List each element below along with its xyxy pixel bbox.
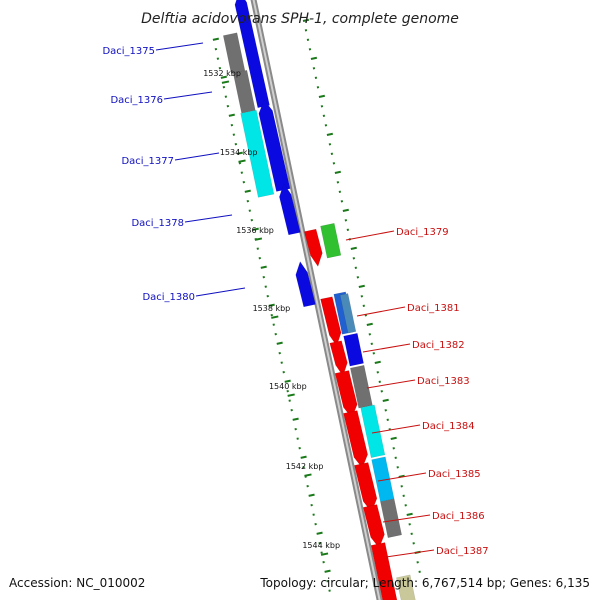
label-leader-line — [184, 214, 233, 223]
gene-feature — [362, 504, 385, 549]
scale-tick — [254, 237, 263, 241]
right-tick — [390, 436, 397, 440]
gene-features — [222, 0, 416, 600]
left-tick — [268, 303, 275, 307]
right-tick — [302, 18, 310, 22]
left-tick — [276, 341, 283, 345]
cog-block — [222, 32, 246, 74]
right-tick — [358, 284, 365, 288]
gene-label: Daci_1385 — [428, 469, 481, 480]
right-tick — [342, 208, 349, 212]
cog-block — [396, 574, 416, 600]
cog-block — [339, 293, 357, 334]
left-tick — [212, 37, 219, 41]
scale-tick — [304, 473, 312, 477]
right-tick — [374, 360, 381, 364]
scale-label: 1532 kbp — [203, 69, 241, 78]
cog-block — [320, 222, 342, 259]
scale-tick — [221, 80, 230, 84]
gene-label: Daci_1380 — [142, 292, 195, 303]
left-tick — [292, 417, 299, 421]
gene-label: Daci_1378 — [131, 218, 184, 229]
label-leader-line — [195, 287, 246, 297]
label-leader-line — [163, 91, 213, 100]
gene-feature — [320, 296, 342, 347]
label-leader-line — [345, 230, 395, 241]
gene-feature — [343, 410, 368, 469]
right-tick — [350, 246, 357, 250]
label-leader-line — [371, 424, 421, 434]
label-leader-line — [382, 514, 431, 523]
tick-marks — [212, 18, 421, 592]
left-tick — [244, 189, 251, 193]
label-leader-line — [356, 306, 406, 317]
gene-label: Daci_1377 — [121, 156, 174, 167]
cog-block — [380, 498, 402, 538]
right-tick — [366, 322, 373, 326]
gene-label: Daci_1387 — [436, 546, 489, 557]
scale-label: 1534 kbp — [220, 148, 258, 157]
scale-label: 1542 kbp — [286, 462, 324, 471]
label-leader-line — [366, 379, 416, 389]
left-tick — [252, 227, 259, 231]
backbone-highlight — [252, 0, 381, 600]
scale-label: 1540 kbp — [269, 382, 307, 391]
right-tick — [382, 398, 389, 402]
label-leader-line — [377, 472, 427, 482]
gene-feature — [303, 228, 323, 267]
gene-feature — [329, 340, 348, 377]
left-tick — [324, 569, 331, 573]
scale-tick — [320, 552, 329, 556]
label-leader-line — [362, 343, 411, 353]
scale-label: 1536 kbp — [236, 226, 274, 235]
map-title: Delftia acidovorans SPH-1, complete geno… — [141, 11, 459, 27]
gene-label: Daci_1375 — [102, 46, 155, 57]
label-leader-line — [155, 42, 204, 51]
gene-label: Daci_1383 — [417, 376, 470, 387]
gene-feature — [279, 183, 301, 236]
right-tick — [398, 474, 405, 478]
scale-labels: 1532 kbp 1534 kbp 1536 kbp 1538 kbp 1540 kbp… — [203, 69, 340, 556]
label-leader-lines — [155, 42, 435, 558]
scale-label: 1544 kbp — [302, 541, 340, 550]
left-tick — [316, 531, 323, 535]
gene-feature — [370, 542, 398, 600]
cog-block — [240, 109, 275, 198]
right-tick — [326, 132, 333, 136]
scale-tick — [271, 315, 279, 319]
accession-text: Accession: NC_010002 — [9, 576, 145, 590]
gene-label: Daci_1382 — [412, 340, 465, 351]
left-tick — [300, 455, 307, 459]
left-tick — [260, 265, 267, 269]
gene-feature — [295, 261, 316, 308]
right-tick — [334, 170, 341, 174]
cog-block — [360, 404, 386, 458]
label-leader-line — [385, 549, 435, 558]
gene-label: Daci_1379 — [396, 227, 449, 238]
right-tick — [406, 512, 413, 516]
gene-labels: Daci_1375 Daci_1376 Daci_1377 Daci_1378 Daci… — [102, 46, 488, 557]
right-tick — [318, 94, 326, 98]
right-tick — [310, 56, 318, 60]
left-tick — [236, 151, 243, 155]
left-tick — [228, 113, 235, 117]
gene-label: Daci_1376 — [110, 95, 163, 106]
genome-backbone — [250, 0, 383, 600]
left-tick — [284, 379, 291, 383]
left-tick — [220, 75, 227, 79]
gene-label: Daci_1386 — [432, 511, 485, 522]
gene-label: Daci_1381 — [407, 303, 460, 314]
cog-block — [343, 332, 364, 367]
cog-block — [350, 364, 373, 409]
gene-label: Daci_1384 — [422, 421, 475, 432]
summary-text: Topology: circular; Length: 6,767,514 bp… — [259, 576, 590, 590]
left-tick — [308, 493, 315, 497]
label-leader-line — [174, 152, 220, 161]
scale-tick — [287, 393, 295, 397]
scale-label: 1538 kbp — [253, 304, 291, 313]
scale-tick — [238, 159, 246, 163]
